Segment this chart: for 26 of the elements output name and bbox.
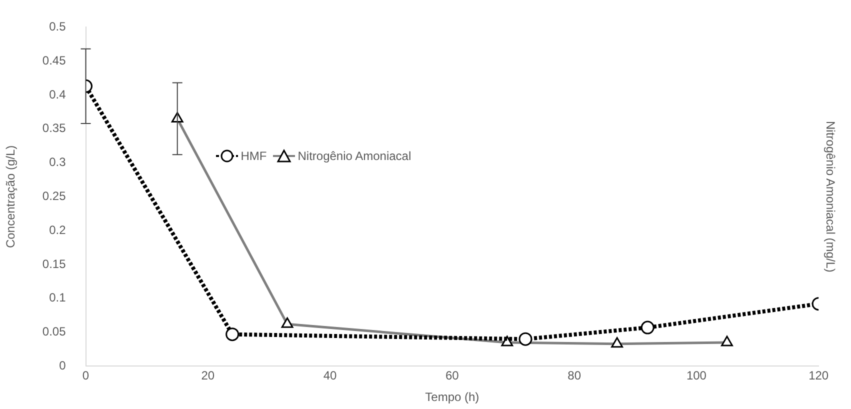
y-tick-label: 0 — [59, 358, 66, 373]
y-tick-label: 0.25 — [42, 189, 66, 204]
y-tick-label: 0.4 — [49, 87, 66, 102]
x-tick-label: 60 — [446, 368, 460, 383]
x-tick-label: 40 — [323, 368, 338, 383]
point — [226, 328, 240, 342]
x-tick-label: 0 — [82, 368, 90, 383]
legend-label: HMF — [240, 149, 267, 164]
x-tick-label: 20 — [201, 368, 215, 383]
point — [518, 332, 532, 346]
y-axis-title: Concentração (g/L) — [4, 145, 18, 248]
legend-label: Nitrogênio Amoniacal — [298, 149, 412, 164]
x-axis-title: Tempo (h) — [425, 390, 480, 404]
x-tick-label: 120 — [808, 368, 829, 383]
y-tick-label: 0.3 — [49, 155, 66, 170]
x-tick-label: 80 — [568, 368, 582, 383]
y-tick-label: 0.05 — [42, 324, 66, 339]
y-tick-label: 0.5 — [49, 20, 66, 34]
x-tick-label: 100 — [686, 368, 707, 383]
point — [640, 320, 654, 334]
y-tick-label: 0.15 — [42, 256, 66, 271]
y2-axis-title: Nitrogênio Amoniacal (mg/L) — [823, 120, 838, 272]
y-tick-label: 0.1 — [49, 290, 66, 305]
y-tick-label: 0.45 — [42, 53, 66, 68]
y-tick-label: 0.35 — [42, 121, 66, 136]
y-tick-label: 0.2 — [49, 222, 66, 237]
